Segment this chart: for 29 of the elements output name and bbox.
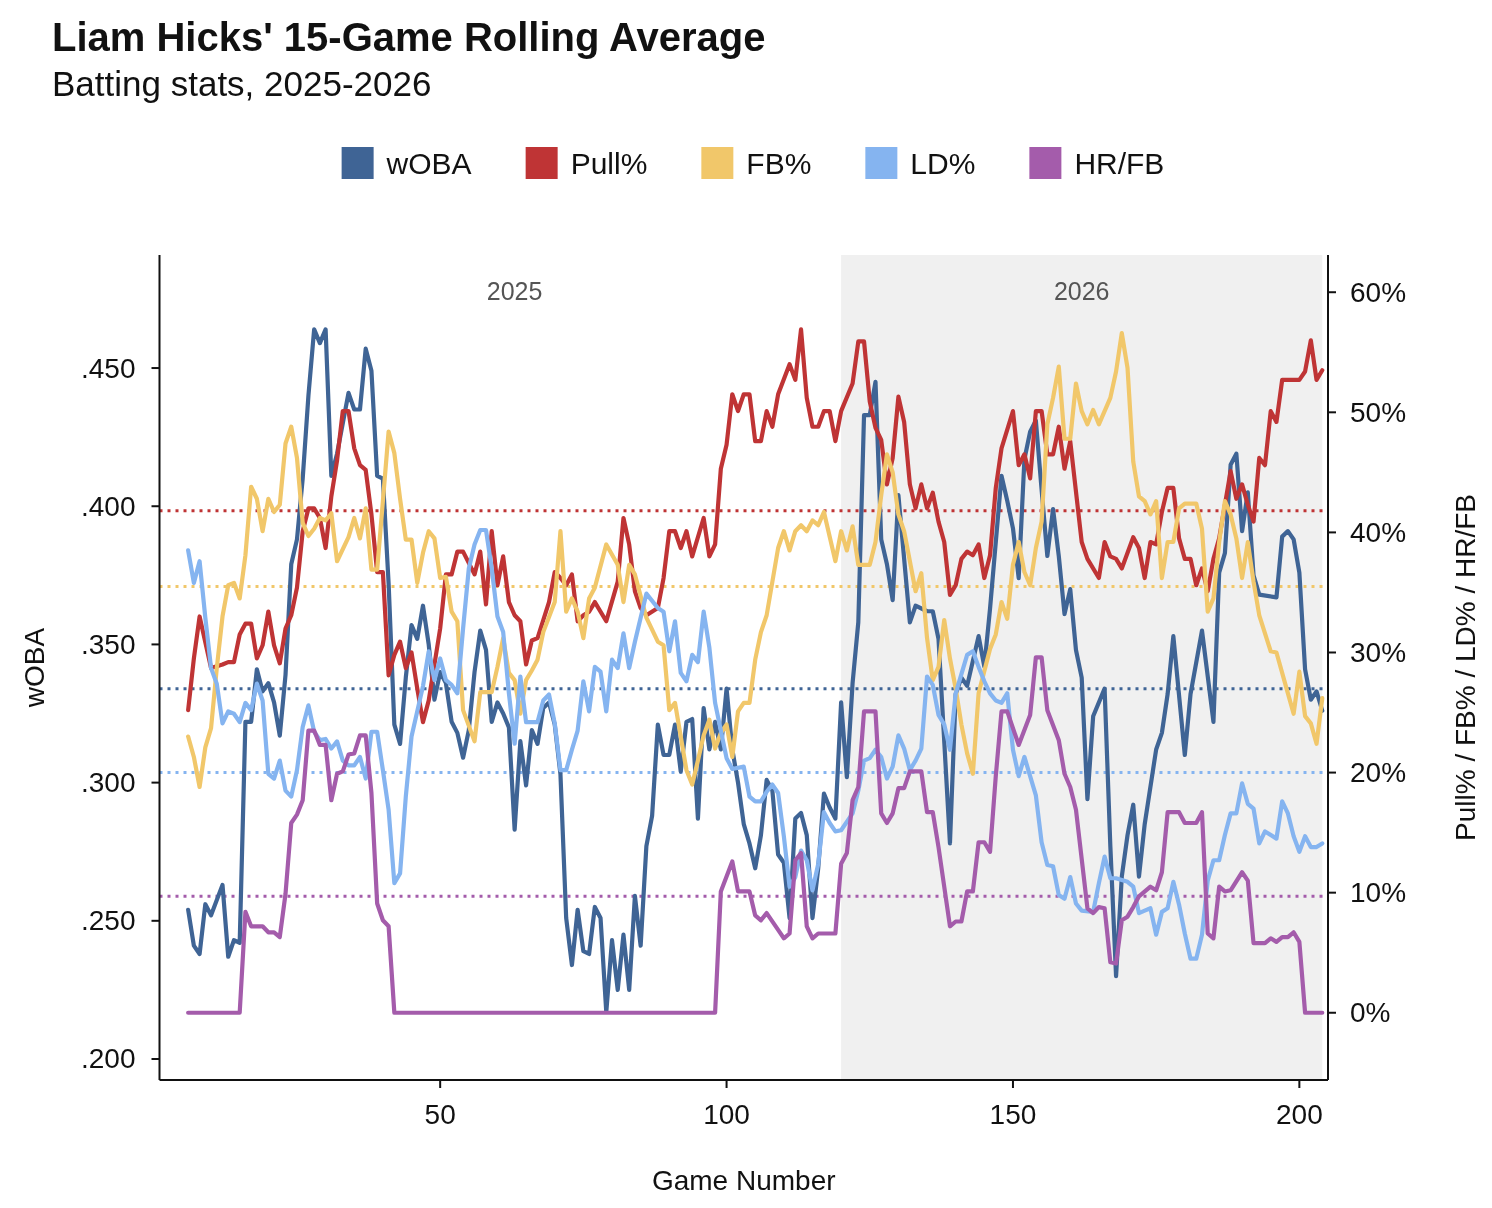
y-tick-label: .200 <box>81 1043 136 1075</box>
x-tick-label: 50 <box>424 1098 456 1130</box>
y2-tick-label: 30% <box>1350 636 1407 668</box>
x-tick-label: 200 <box>1276 1098 1323 1130</box>
y-tick-label: .400 <box>81 490 136 522</box>
y-tick-label: .450 <box>81 352 136 384</box>
legend-label: HR/FB <box>1074 146 1165 180</box>
x-tick-label: 150 <box>989 1098 1037 1130</box>
x-axis-title: Game Number <box>651 1164 836 1196</box>
y2-axis-title: Pull% / FB% / LD% / HR/FB <box>1449 494 1481 841</box>
chart-subtitle: Batting stats, 2025-2026 <box>52 64 432 103</box>
legend-label: Pull% <box>570 146 648 180</box>
y2-tick-label: 50% <box>1350 396 1407 428</box>
y2-tick-label: 0% <box>1350 997 1391 1029</box>
legend-label: wOBA <box>385 146 472 180</box>
y2-tick-label: 60% <box>1350 276 1407 308</box>
y-tick-label: .250 <box>81 905 136 937</box>
y2-tick-label: 20% <box>1350 757 1407 789</box>
x-tick-label: 100 <box>703 1098 750 1130</box>
y-tick-label: .350 <box>81 628 136 660</box>
y2-tick-label: 40% <box>1350 516 1407 548</box>
chart-title: Liam Hicks' 15-Game Rolling Average <box>52 15 766 59</box>
y-axis-title: wOBA <box>18 627 50 709</box>
y-tick-label: .300 <box>81 767 136 799</box>
y2-tick-label: 10% <box>1350 877 1407 909</box>
annotation: 2025 <box>486 277 543 305</box>
band-label: 2026 <box>1053 277 1110 305</box>
legend-label: LD% <box>910 146 976 180</box>
legend-label: FB% <box>746 146 812 180</box>
